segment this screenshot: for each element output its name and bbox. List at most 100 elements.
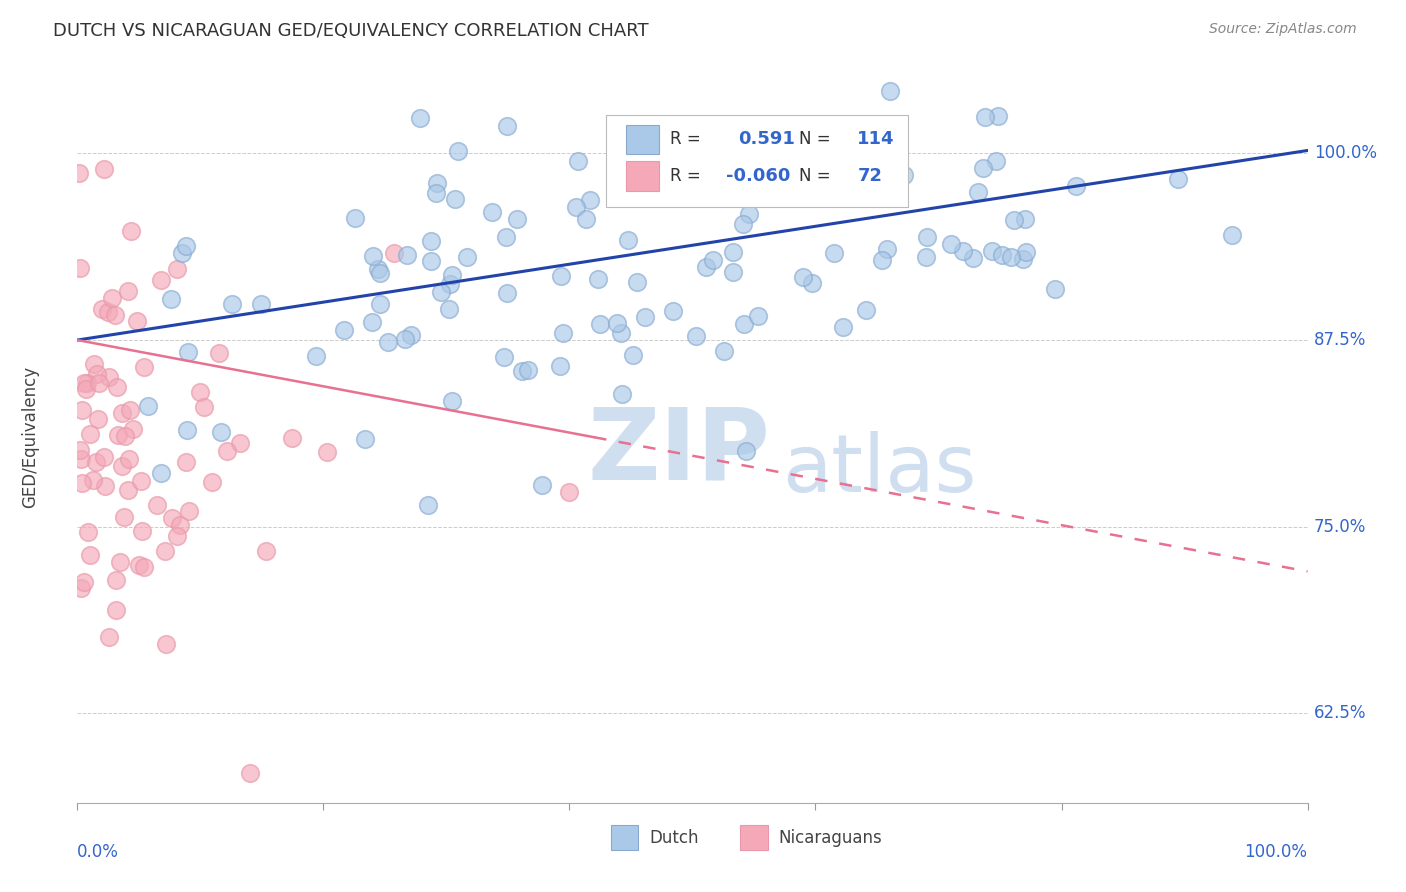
Point — [93, 450, 115, 464]
Point — [159, 292, 181, 306]
Point — [631, 185, 654, 199]
Point — [193, 400, 215, 414]
Point — [409, 111, 432, 125]
Point — [215, 443, 238, 458]
Point — [69, 261, 91, 276]
Point — [1014, 212, 1036, 227]
Point — [101, 291, 124, 305]
Point — [107, 428, 129, 442]
Point — [612, 387, 634, 401]
Point — [176, 424, 198, 438]
Point — [980, 244, 1002, 258]
Point — [1220, 228, 1243, 243]
Point — [382, 246, 405, 260]
Point — [832, 320, 855, 334]
Point — [229, 435, 252, 450]
Point — [368, 266, 391, 280]
Point — [495, 230, 517, 244]
Text: 0.591: 0.591 — [738, 130, 794, 148]
Point — [636, 127, 658, 141]
Point — [1043, 282, 1066, 296]
Point — [69, 442, 91, 457]
Point — [661, 304, 683, 318]
Point — [733, 317, 755, 331]
Point — [1000, 250, 1022, 264]
Text: -0.060: -0.060 — [725, 167, 790, 185]
Point — [70, 581, 93, 595]
Point — [131, 524, 153, 539]
Text: 62.5%: 62.5% — [1313, 705, 1367, 723]
Point — [589, 317, 612, 331]
Point — [120, 403, 142, 417]
Text: 72: 72 — [858, 167, 883, 185]
Point — [254, 544, 277, 558]
Text: 0.0%: 0.0% — [77, 843, 120, 861]
Point — [426, 176, 449, 190]
Point — [117, 284, 139, 298]
Point — [721, 265, 744, 279]
Point — [440, 394, 463, 409]
Point — [76, 524, 98, 539]
FancyBboxPatch shape — [612, 825, 638, 850]
Point — [201, 475, 224, 490]
Point — [966, 185, 988, 199]
Point — [1012, 252, 1035, 267]
Point — [447, 145, 470, 159]
Point — [239, 766, 262, 780]
Point — [67, 166, 90, 180]
Text: GED/Equivalency: GED/Equivalency — [21, 366, 39, 508]
Point — [609, 326, 631, 341]
Point — [626, 275, 648, 289]
Point — [915, 250, 938, 264]
Text: Nicaraguans: Nicaraguans — [779, 829, 883, 847]
Point — [550, 269, 572, 284]
Point — [941, 236, 963, 251]
Point — [129, 474, 152, 488]
Point — [84, 455, 107, 469]
Point — [713, 344, 735, 359]
Text: ZIP: ZIP — [588, 403, 770, 500]
Point — [111, 459, 134, 474]
Point — [702, 252, 724, 267]
Point — [91, 302, 114, 317]
Point — [111, 406, 134, 420]
Point — [634, 310, 657, 324]
Point — [82, 473, 104, 487]
FancyBboxPatch shape — [626, 161, 659, 191]
Text: atlas: atlas — [782, 431, 977, 509]
Point — [97, 630, 120, 644]
Point — [97, 370, 120, 384]
Point — [395, 248, 418, 262]
Point — [114, 429, 136, 443]
Point — [93, 161, 115, 176]
Text: DUTCH VS NICARAGUAN GED/EQUIVALENCY CORRELATION CHART: DUTCH VS NICARAGUAN GED/EQUIVALENCY CORR… — [53, 22, 650, 40]
Point — [430, 285, 453, 300]
Text: R =: R = — [671, 130, 702, 148]
FancyBboxPatch shape — [626, 125, 659, 154]
Point — [425, 186, 447, 200]
Point — [606, 316, 628, 330]
Point — [621, 348, 644, 362]
Point — [368, 296, 391, 310]
Point — [567, 153, 589, 168]
Point — [564, 200, 586, 214]
Point — [87, 376, 110, 391]
Point — [492, 350, 515, 364]
Text: 75.0%: 75.0% — [1313, 517, 1367, 535]
Point — [758, 186, 780, 200]
Point — [420, 235, 443, 249]
Point — [717, 162, 740, 177]
Point — [343, 211, 366, 225]
Point — [496, 286, 519, 301]
Point — [73, 575, 96, 590]
Point — [86, 367, 108, 381]
Point — [1002, 213, 1025, 227]
Point — [876, 242, 898, 256]
Point — [169, 518, 191, 533]
Point — [800, 276, 823, 290]
Point — [367, 262, 389, 277]
Point — [128, 558, 150, 572]
Point — [828, 160, 851, 174]
Point — [647, 178, 669, 192]
Point — [83, 357, 105, 371]
